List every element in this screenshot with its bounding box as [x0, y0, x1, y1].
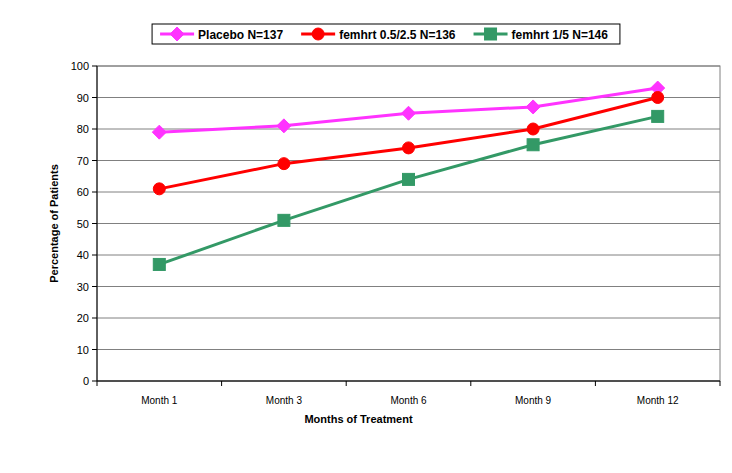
y-tick-label: 10	[77, 344, 89, 356]
grid-line	[97, 66, 720, 67]
data-point	[403, 142, 415, 154]
plot-area	[97, 66, 720, 381]
grid-line	[97, 192, 720, 193]
x-tick-label: Month 12	[637, 395, 679, 406]
grid-line	[97, 223, 720, 224]
grid-line	[97, 160, 720, 161]
y-tick-label: 80	[77, 123, 89, 135]
grid-line	[97, 349, 720, 350]
y-tick	[92, 255, 97, 256]
x-tick	[346, 381, 347, 386]
y-tick-label: 70	[77, 155, 89, 167]
data-point	[153, 258, 165, 270]
legend-marker	[312, 28, 324, 40]
legend-label: Placebo N=137	[198, 28, 283, 42]
y-tick	[92, 223, 97, 224]
data-point	[527, 123, 539, 135]
x-axis-title: Months of Treatment	[304, 413, 413, 425]
x-tick	[97, 381, 98, 386]
y-tick	[92, 97, 97, 98]
y-tick	[92, 66, 97, 67]
y-tick	[92, 381, 97, 382]
data-point	[153, 183, 165, 195]
y-tick-label: 40	[77, 249, 89, 261]
data-point	[652, 110, 664, 122]
data-point	[403, 173, 415, 185]
x-tick	[470, 381, 471, 386]
y-axis	[97, 66, 98, 381]
data-point	[526, 100, 540, 114]
x-tick-label: Month 6	[390, 395, 427, 406]
y-tick	[92, 192, 97, 193]
data-point	[402, 106, 416, 120]
data-point	[652, 92, 664, 104]
x-axis	[97, 381, 720, 382]
x-tick-label: Month 1	[141, 395, 178, 406]
y-tick-label: 0	[83, 375, 89, 387]
y-tick	[92, 318, 97, 319]
x-tick	[720, 381, 721, 386]
y-tick-label: 60	[77, 186, 89, 198]
data-point	[278, 214, 290, 226]
legend-label: femhrt 0.5/2.5 N=136	[339, 28, 456, 42]
series-line	[159, 88, 657, 132]
data-point	[277, 119, 291, 133]
series-line	[159, 116, 657, 264]
x-tick	[221, 381, 222, 386]
grid-line	[97, 97, 720, 98]
y-tick-label: 90	[77, 92, 89, 104]
y-tick	[92, 349, 97, 350]
y-tick	[92, 129, 97, 130]
legend-label: femhrt 1/5 N=146	[512, 28, 609, 42]
data-point	[152, 125, 166, 139]
x-tick-label: Month 3	[266, 395, 303, 406]
legend-item: femhrt 0.5/2.5 N=136	[301, 28, 456, 42]
y-axis-title: Percentage of Patients	[48, 164, 60, 283]
legend-marker	[170, 27, 184, 41]
y-tick-label: 30	[77, 281, 89, 293]
x-tick-label: Month 9	[515, 395, 552, 406]
y-tick-label: 100	[71, 60, 89, 72]
data-point	[278, 158, 290, 170]
legend-item: Placebo N=137	[160, 27, 283, 42]
grid-line	[97, 318, 720, 319]
grid-line	[97, 286, 720, 287]
y-tick	[92, 160, 97, 161]
chart: 0102030405060708090100Month 1Month 3Mont…	[0, 0, 732, 473]
x-tick	[595, 381, 596, 386]
y-tick-label: 50	[77, 218, 89, 230]
series-line	[159, 98, 657, 189]
legend-box	[152, 24, 620, 44]
y-tick-label: 20	[77, 312, 89, 324]
y-tick	[92, 286, 97, 287]
data-point	[527, 139, 539, 151]
grid-line	[97, 381, 720, 382]
legend-item: femhrt 1/5 N=146	[474, 28, 609, 42]
legend: Placebo N=137 femhrt 0.5/2.5 N=136 femhrt …	[152, 24, 620, 44]
plot-marks	[152, 81, 664, 270]
legend-marker	[485, 28, 497, 40]
